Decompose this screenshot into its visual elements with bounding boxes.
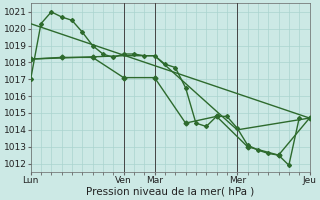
X-axis label: Pression niveau de la mer( hPa ): Pression niveau de la mer( hPa ) (86, 187, 254, 197)
